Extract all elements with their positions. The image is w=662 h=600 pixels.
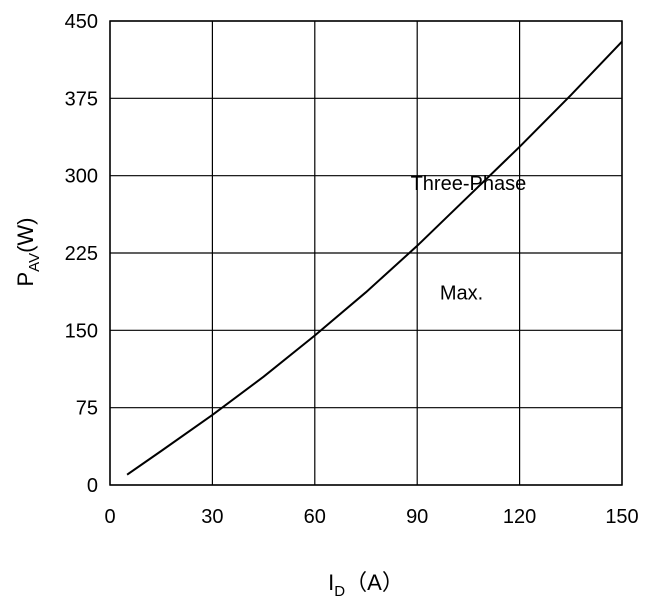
annotation-label: Max.: [440, 282, 483, 304]
y-tick-label: 300: [65, 166, 98, 188]
annotations: Three-Phase Max.: [411, 173, 527, 304]
annotation-label: Three-Phase: [411, 173, 527, 195]
x-axis-label-unit: （A）: [345, 570, 404, 595]
y-axis-label-unit: (W): [13, 217, 38, 252]
y-tick-label: 0: [87, 475, 98, 497]
x-tick-label: 30: [201, 506, 223, 528]
series-layer: [126, 40, 623, 476]
y-tick-labels: 0 75 150 225 300 375 450: [65, 11, 98, 497]
x-tick-label: 60: [304, 506, 326, 528]
x-tick-label: 90: [406, 506, 428, 528]
x-tick-label: 150: [605, 506, 638, 528]
y-axis-label: PAV(W): [13, 217, 43, 286]
x-tick-label: 120: [503, 506, 536, 528]
grid-lines: [109, 20, 623, 486]
x-axis-label-sub: D: [334, 583, 345, 600]
plot-frame: [109, 20, 623, 486]
x-tick-label: 0: [104, 506, 115, 528]
y-axis-label-main: P: [13, 272, 38, 287]
y-tick-label: 150: [65, 320, 98, 342]
y-tick-label: 375: [65, 88, 98, 110]
y-tick-label: 450: [65, 11, 98, 33]
x-tick-labels: 0 30 60 90 120 150: [104, 506, 638, 528]
y-tick-label: 225: [65, 243, 98, 265]
series-line: [126, 40, 623, 476]
x-axis-label: ID（A）: [328, 570, 404, 600]
y-axis-label-sub: AV: [26, 253, 43, 272]
x-axis-label-main: I: [328, 570, 334, 595]
y-tick-label: 75: [76, 398, 98, 420]
